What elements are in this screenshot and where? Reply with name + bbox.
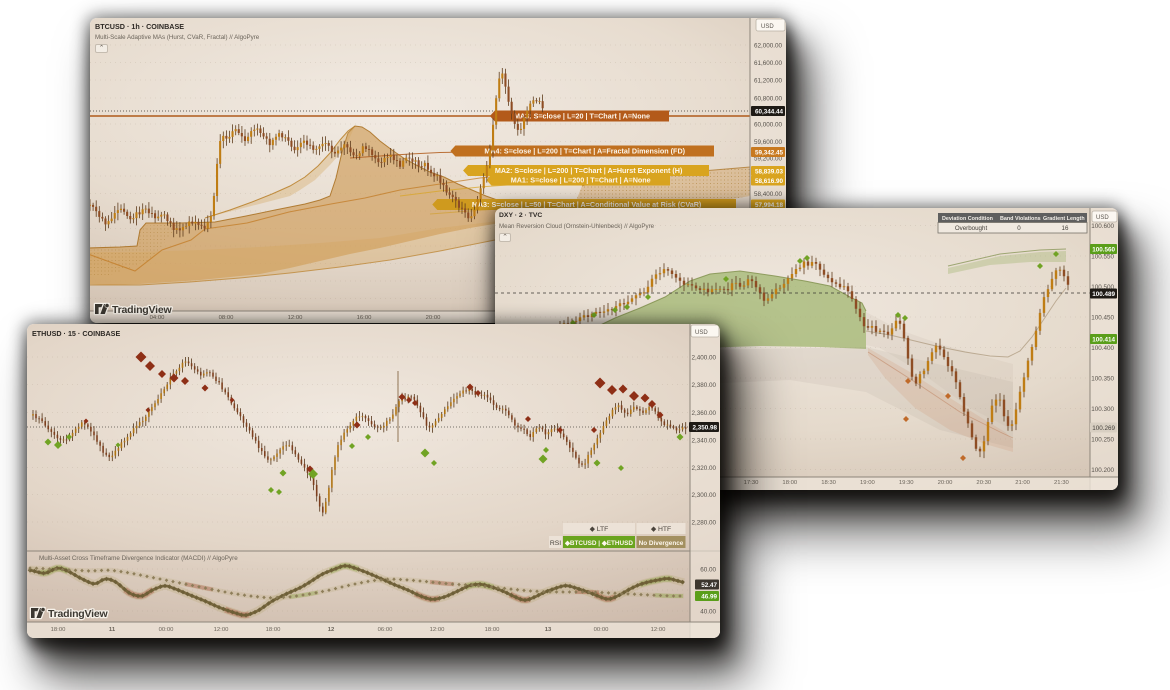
svg-text:◆BTCUSD | ◆ETHUSD: ◆BTCUSD | ◆ETHUSD xyxy=(564,540,633,547)
svg-text:Gradient Length: Gradient Length xyxy=(1043,216,1085,222)
svg-text:60,344.44: 60,344.44 xyxy=(755,109,784,116)
svg-text:2,360.00: 2,360.00 xyxy=(691,410,716,417)
svg-text:08:00: 08:00 xyxy=(219,315,234,321)
svg-text:RSI: RSI xyxy=(550,540,561,547)
svg-text:100.550: 100.550 xyxy=(1091,253,1114,260)
svg-text:MA3: S=close | L=20 | T=Chart: MA3: S=close | L=20 | T=Chart | A=None xyxy=(514,112,650,121)
svg-text:2,300.00: 2,300.00 xyxy=(691,492,716,499)
svg-text:19:30: 19:30 xyxy=(899,480,914,486)
svg-text:12:00: 12:00 xyxy=(430,627,445,633)
svg-text:100.560: 100.560 xyxy=(1092,247,1115,254)
svg-text:100.300: 100.300 xyxy=(1091,406,1114,413)
svg-text:TradingView: TradingView xyxy=(112,304,172,316)
svg-text:100.269: 100.269 xyxy=(1092,425,1115,432)
svg-text:Band Violations: Band Violations xyxy=(1000,216,1041,222)
svg-text:100.489: 100.489 xyxy=(1092,291,1115,298)
svg-text:18:00: 18:00 xyxy=(266,627,281,633)
svg-text:59,600.00: 59,600.00 xyxy=(754,139,783,146)
svg-text:61,600.00: 61,600.00 xyxy=(754,60,783,67)
svg-text:MA4: S=close | L=200 | T=Chart: MA4: S=close | L=200 | T=Chart | A=Fract… xyxy=(484,147,685,156)
svg-text:20:00: 20:00 xyxy=(938,480,953,486)
svg-text:No Divergence: No Divergence xyxy=(639,540,684,547)
svg-text:13: 13 xyxy=(545,627,552,633)
svg-text:20:30: 20:30 xyxy=(976,480,991,486)
svg-text:USD: USD xyxy=(695,330,708,336)
svg-text:2,320.00: 2,320.00 xyxy=(691,465,716,472)
svg-text:04:00: 04:00 xyxy=(150,315,165,321)
svg-text:◆ LTF: ◆ LTF xyxy=(590,526,609,533)
svg-text:12:00: 12:00 xyxy=(651,627,666,633)
svg-text:2,350.98: 2,350.98 xyxy=(692,425,717,432)
svg-text:100.250: 100.250 xyxy=(1091,436,1114,443)
svg-text:MA2: S=close | L=200 | T=Chart: MA2: S=close | L=200 | T=Chart | A=Hurst… xyxy=(495,166,683,175)
svg-text:2,280.00: 2,280.00 xyxy=(691,519,716,526)
svg-text:12:00: 12:00 xyxy=(214,627,229,633)
svg-text:11: 11 xyxy=(109,627,116,633)
svg-text:MA3: S=close | L=50 | T=Chart: MA3: S=close | L=50 | T=Chart | A=Condit… xyxy=(472,200,702,209)
svg-text:60,800.00: 60,800.00 xyxy=(754,95,783,102)
svg-text:2,340.00: 2,340.00 xyxy=(691,437,716,444)
svg-text:0: 0 xyxy=(1017,225,1021,232)
svg-text:USD: USD xyxy=(761,24,774,30)
svg-text:100.414: 100.414 xyxy=(1092,337,1115,344)
svg-text:Deviation Condition: Deviation Condition xyxy=(942,216,993,222)
svg-text:58,616.90: 58,616.90 xyxy=(755,178,784,185)
svg-text:46.99: 46.99 xyxy=(701,594,717,601)
svg-text:59,200.00: 59,200.00 xyxy=(754,155,783,162)
svg-text:62,000.00: 62,000.00 xyxy=(754,42,783,49)
svg-text:19:00: 19:00 xyxy=(860,480,875,486)
svg-text:21:00: 21:00 xyxy=(1015,480,1030,486)
svg-text:100.200: 100.200 xyxy=(1091,467,1114,474)
svg-text:06:00: 06:00 xyxy=(378,627,393,633)
svg-text:Multi-Asset Cross Timeframe Di: Multi-Asset Cross Timeframe Divergence I… xyxy=(39,555,238,562)
svg-text:100.450: 100.450 xyxy=(1091,314,1114,321)
svg-text:100.600: 100.600 xyxy=(1091,223,1114,230)
svg-text:MA1: S=close | L=200 | T=Chart: MA1: S=close | L=200 | T=Chart | A=None xyxy=(511,176,651,185)
svg-text:◆ HTF: ◆ HTF xyxy=(651,526,671,533)
svg-text:12: 12 xyxy=(328,627,335,633)
svg-text:21:30: 21:30 xyxy=(1054,480,1069,486)
svg-text:2,380.00: 2,380.00 xyxy=(691,382,716,389)
svg-text:16: 16 xyxy=(1062,225,1069,232)
svg-text:59,342.45: 59,342.45 xyxy=(755,150,784,157)
svg-text:100.500: 100.500 xyxy=(1091,284,1114,291)
svg-text:2,400.00: 2,400.00 xyxy=(691,354,716,361)
svg-text:12:00: 12:00 xyxy=(288,315,303,321)
svg-text:17:30: 17:30 xyxy=(744,480,759,486)
svg-text:00:00: 00:00 xyxy=(159,627,174,633)
svg-text:60,000.00: 60,000.00 xyxy=(754,121,783,128)
svg-text:20:00: 20:00 xyxy=(426,315,441,321)
svg-text:57,994.18: 57,994.18 xyxy=(755,202,784,209)
svg-text:TradingView: TradingView xyxy=(48,608,108,620)
svg-text:18:30: 18:30 xyxy=(821,480,836,486)
svg-text:100.350: 100.350 xyxy=(1091,375,1114,382)
svg-text:16:00: 16:00 xyxy=(357,315,372,321)
svg-text:60.00: 60.00 xyxy=(700,566,716,573)
svg-text:52.47: 52.47 xyxy=(701,582,717,589)
svg-text:61,200.00: 61,200.00 xyxy=(754,77,783,84)
svg-text:40.00: 40.00 xyxy=(700,608,716,615)
svg-text:Overbought: Overbought xyxy=(955,225,988,232)
svg-text:18:00: 18:00 xyxy=(782,480,797,486)
svg-text:58,400.00: 58,400.00 xyxy=(754,191,783,198)
svg-text:00:00: 00:00 xyxy=(594,627,609,633)
svg-text:58,839.03: 58,839.03 xyxy=(755,169,784,176)
svg-text:USD: USD xyxy=(1096,215,1109,221)
svg-text:18:00: 18:00 xyxy=(485,627,500,633)
svg-text:18:00: 18:00 xyxy=(51,627,66,633)
svg-text:100.400: 100.400 xyxy=(1091,345,1114,352)
